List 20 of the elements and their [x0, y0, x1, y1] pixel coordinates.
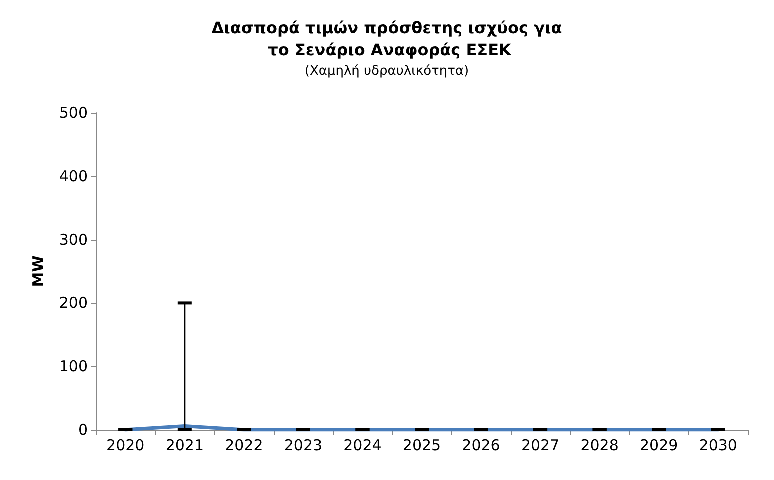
x-tick-label: 2027	[521, 436, 560, 454]
x-tick-label: 2025	[402, 436, 442, 454]
x-tick-label: 2024	[344, 436, 382, 454]
chart-subtitle: (Χαμηλή υδραυλικότητα)	[304, 64, 470, 79]
x-tick-label: 2029	[640, 436, 678, 454]
x-tick-label: 2030	[699, 436, 738, 454]
y-tick-label: 400	[59, 167, 88, 186]
x-tick-label: 2020	[106, 436, 145, 454]
y-tick-label: 500	[59, 104, 88, 122]
y-tick-label: 200	[59, 294, 88, 312]
y-axis-title: MW	[30, 255, 48, 288]
x-tick-label: 2026	[462, 436, 500, 454]
x-tick-label: 2021	[166, 436, 204, 454]
x-tick-label: 2028	[580, 436, 619, 454]
x-tick-label: 2023	[284, 436, 323, 454]
chart-title: Διασπορά τιμών πρόσθετης ισχύος για το Σενάριο Αναφοράς ΕΣΕΚ	[212, 18, 562, 60]
x-tick-label: 2022	[225, 436, 264, 454]
y-tick-label: 300	[59, 230, 88, 249]
y-tick-label: 0	[78, 421, 88, 439]
y-tick-label: 100	[59, 358, 88, 376]
